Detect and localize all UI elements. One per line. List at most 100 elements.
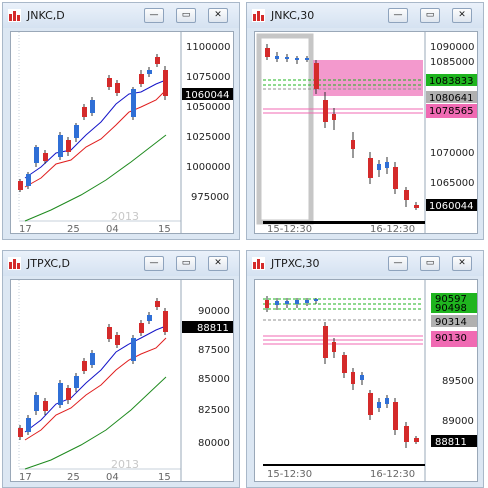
ma-line-red bbox=[24, 337, 167, 441]
level-tag-label: 90597 bbox=[435, 294, 467, 305]
window-jtpxc-daily[interactable]: JTPXC,D — ▭ ✕ 2013 bbox=[2, 250, 240, 488]
time-axis-label: 25 bbox=[67, 472, 80, 481]
level-tag-green bbox=[431, 293, 477, 313]
candle bbox=[18, 181, 23, 190]
candles bbox=[18, 298, 168, 440]
time-axis-label: 16-12:30 bbox=[370, 224, 415, 233]
level-tag-green bbox=[426, 74, 477, 86]
window-titlebar[interactable]: JTPXC,30 — ▭ ✕ bbox=[247, 251, 483, 276]
last-price-label: 88811 bbox=[435, 437, 467, 448]
candle bbox=[115, 83, 120, 93]
restore-button[interactable]: ▭ bbox=[420, 8, 440, 23]
candle bbox=[26, 174, 31, 186]
close-button[interactable]: ✕ bbox=[208, 256, 228, 271]
window-jnkc-daily[interactable]: JNKC,D — ▭ ✕ 2013 bbox=[2, 2, 240, 240]
chart-app-icon bbox=[252, 257, 265, 270]
time-axis-label: 15 bbox=[158, 472, 171, 481]
candle bbox=[82, 107, 87, 117]
last-price-tag bbox=[182, 321, 233, 333]
candle bbox=[74, 125, 79, 138]
window-titlebar[interactable]: JTPXC,D — ▭ ✕ bbox=[3, 251, 239, 276]
price-axis-label: 1090000 bbox=[430, 42, 475, 53]
last-price-label: 1060044 bbox=[429, 201, 474, 212]
window-jnkc-30min[interactable]: JNKC,30 — ▭ ✕ bbox=[246, 2, 484, 240]
last-price-label: 88811 bbox=[197, 323, 229, 334]
restore-button[interactable]: ▭ bbox=[176, 256, 196, 271]
time-axis-label: 17 bbox=[19, 472, 32, 481]
price-axis-label: 82500 bbox=[198, 405, 230, 416]
selection-shadow bbox=[256, 33, 314, 225]
close-button[interactable]: ✕ bbox=[452, 8, 472, 23]
window-titlebar[interactable]: JNKC,30 — ▭ ✕ bbox=[247, 3, 483, 28]
price-axis-label: 89500 bbox=[442, 376, 474, 387]
candle bbox=[43, 153, 48, 161]
time-axis-label: 04 bbox=[106, 472, 119, 481]
price-chart[interactable]: 2013 bbox=[10, 31, 234, 234]
window-jtpxc-30min[interactable]: JTPXC,30 — ▭ ✕ bbox=[246, 250, 484, 488]
candle bbox=[139, 74, 144, 84]
price-axis-label: 89000 bbox=[442, 416, 474, 427]
price-axis-label: 90000 bbox=[198, 306, 230, 317]
last-price-label: 1060044 bbox=[185, 90, 230, 101]
window-title: JNKC,30 bbox=[271, 9, 315, 22]
candle bbox=[90, 100, 95, 113]
candle bbox=[131, 89, 136, 117]
minimize-button[interactable]: — bbox=[388, 256, 408, 271]
candle bbox=[58, 135, 63, 157]
ma-line-red bbox=[24, 89, 167, 188]
level-tag-label: 1078565 bbox=[429, 106, 474, 117]
price-chart[interactable]: 1090000 1085000 1070000 1065000 1083833 … bbox=[254, 31, 478, 234]
chart-canvas: 90597 90498 90314 90130 89500 89000 8881… bbox=[263, 280, 477, 481]
level-tag-label: 1080641 bbox=[429, 93, 474, 104]
pink-zone bbox=[313, 60, 423, 96]
price-axis-label: 1065000 bbox=[430, 178, 475, 189]
candles bbox=[265, 44, 419, 210]
price-axis-label: 1050000 bbox=[186, 102, 231, 113]
close-button[interactable]: ✕ bbox=[452, 256, 472, 271]
window-title: JTPXC,30 bbox=[271, 257, 320, 270]
chart-app-icon bbox=[8, 257, 21, 270]
last-price-tag bbox=[431, 435, 477, 447]
last-price-tag bbox=[426, 199, 477, 211]
chart-canvas: 2013 90000 bbox=[18, 280, 233, 481]
level-tag-label: 1083833 bbox=[429, 76, 474, 87]
price-axis-label: 87500 bbox=[198, 345, 230, 356]
last-price-tag bbox=[182, 88, 233, 100]
minimize-button[interactable]: — bbox=[144, 8, 164, 23]
level-tag-label: 90498 bbox=[435, 303, 467, 314]
candle bbox=[66, 140, 71, 152]
price-axis-label: 80000 bbox=[198, 438, 230, 449]
year-label: 2013 bbox=[111, 458, 139, 471]
candle bbox=[155, 57, 160, 64]
time-axis-label: 15 bbox=[158, 224, 171, 233]
window-titlebar[interactable]: JNKC,D — ▭ ✕ bbox=[3, 3, 239, 28]
level-tag-grey bbox=[426, 91, 477, 103]
restore-button[interactable]: ▭ bbox=[420, 256, 440, 271]
year-label: 2013 bbox=[111, 210, 139, 223]
chart-app-icon bbox=[252, 9, 265, 22]
candle bbox=[34, 147, 39, 163]
candle bbox=[163, 70, 168, 96]
window-title: JNKC,D bbox=[27, 9, 65, 22]
price-axis-label: 1070000 bbox=[430, 148, 475, 159]
level-tag-label: 90314 bbox=[435, 317, 467, 328]
ma-line-blue bbox=[24, 325, 167, 433]
level-tag-pink bbox=[426, 104, 477, 118]
level-tag-pink bbox=[431, 331, 477, 347]
price-axis-label: 1100000 bbox=[186, 42, 231, 53]
minimize-button[interactable]: — bbox=[388, 8, 408, 23]
candles bbox=[265, 296, 419, 448]
chart-canvas: 2013 bbox=[18, 32, 233, 233]
close-button[interactable]: ✕ bbox=[208, 8, 228, 23]
candle bbox=[107, 78, 112, 87]
candles bbox=[18, 54, 168, 192]
restore-button[interactable]: ▭ bbox=[176, 8, 196, 23]
price-axis-label: 1075000 bbox=[186, 72, 231, 83]
time-axis-label: 15-12:30 bbox=[267, 224, 312, 233]
time-axis-label: 04 bbox=[106, 224, 119, 233]
price-axis-label: 1025000 bbox=[186, 132, 231, 143]
price-chart[interactable]: 2013 90000 bbox=[10, 279, 234, 482]
price-chart[interactable]: 90597 90498 90314 90130 89500 89000 8881… bbox=[254, 279, 478, 482]
level-tag-label: 90130 bbox=[435, 333, 467, 344]
minimize-button[interactable]: — bbox=[144, 256, 164, 271]
